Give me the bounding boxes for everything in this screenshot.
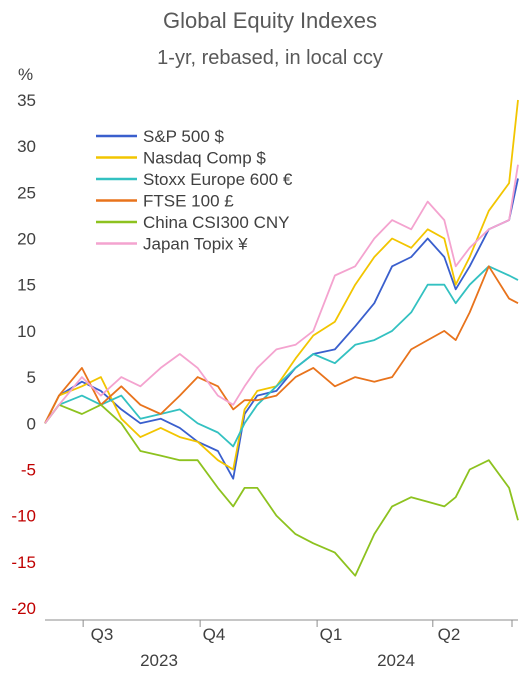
x-quarter-label: Q4: [203, 625, 226, 644]
legend-label: Nasdaq Comp $: [143, 149, 266, 168]
y-tick-label: 20: [17, 230, 36, 249]
y-tick-label: 10: [17, 322, 36, 341]
legend-label: S&P 500 $: [143, 127, 225, 146]
y-axis-unit-label: %: [18, 65, 33, 84]
legend-label: FTSE 100 £: [143, 192, 234, 211]
x-quarter-label: Q1: [320, 625, 343, 644]
series-line-s-p-500: [44, 178, 519, 480]
y-tick-label: -5: [21, 460, 36, 479]
series-line-japan-topix: [44, 164, 519, 424]
series-lines: [44, 99, 519, 577]
series-line-china-csi300-cny: [44, 403, 519, 577]
x-year-label: 2024: [377, 651, 415, 670]
x-year-label: 2023: [140, 651, 178, 670]
legend-label: China CSI300 CNY: [143, 213, 289, 232]
y-tick-label: 35: [17, 91, 36, 110]
y-tick-label: -15: [11, 553, 36, 572]
chart-title: Global Equity Indexes: [163, 8, 377, 33]
y-tick-label: -10: [11, 507, 36, 526]
y-tick-label: 25: [17, 183, 36, 202]
legend-label: Stoxx Europe 600 €: [143, 170, 293, 189]
x-quarter-label: Q2: [438, 625, 461, 644]
series-line-nasdaq-comp: [44, 99, 519, 471]
chart-subtitle: 1-yr, rebased, in local ccy: [157, 47, 383, 69]
x-axis: Q3 Q4 Q1 Q2 2023 2024: [45, 619, 518, 670]
series-line-ftse-100: [44, 265, 519, 424]
y-axis-tick-labels: 35 30 25 20 15 10 5 0 -5 -10 -15 -20: [11, 91, 36, 618]
y-tick-label: -20: [11, 599, 36, 618]
y-tick-label: 30: [17, 137, 36, 156]
legend-label: Japan Topix ¥: [143, 235, 248, 254]
y-tick-label: 0: [27, 414, 36, 433]
y-tick-label: 15: [17, 276, 36, 295]
legend: S&P 500 $ Nasdaq Comp $ Stoxx Europe 600 €…: [96, 127, 293, 254]
x-quarter-label: Q3: [91, 625, 114, 644]
y-tick-label: 5: [27, 368, 36, 387]
series-line-stoxx-europe-600: [44, 265, 519, 448]
